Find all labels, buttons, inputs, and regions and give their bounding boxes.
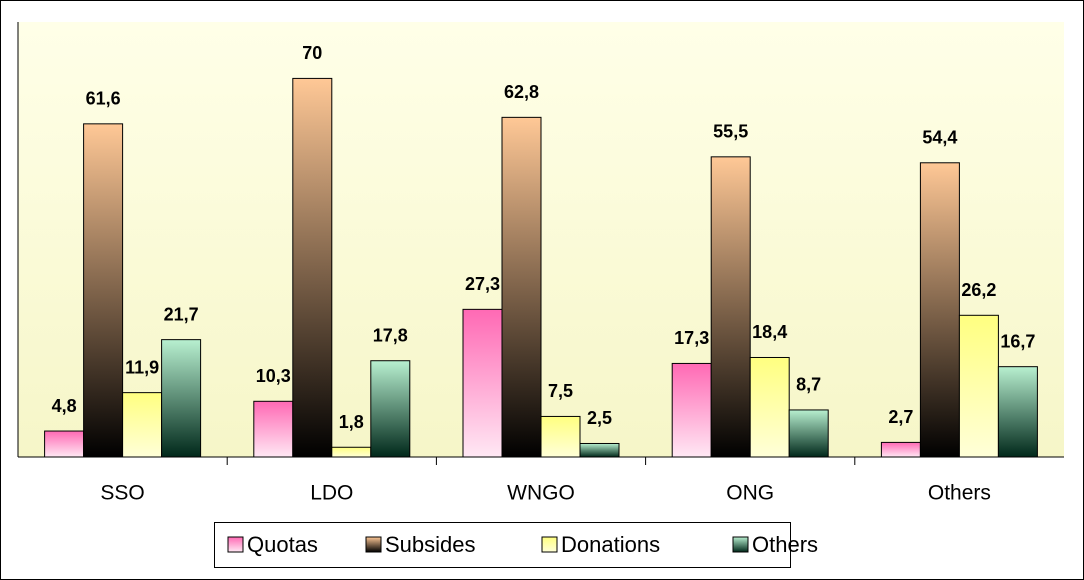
x-tick-label: LDO <box>310 482 353 505</box>
value-label: 55,5 <box>713 122 748 142</box>
value-label: 8,7 <box>796 375 821 395</box>
bar <box>919 162 960 458</box>
legend-swatch <box>541 536 558 553</box>
value-label: 16,7 <box>1000 331 1035 351</box>
bar <box>540 415 581 458</box>
value-label: 11,9 <box>125 357 159 377</box>
value-label: 27,3 <box>465 274 500 294</box>
value-label: 21,7 <box>164 304 199 324</box>
value-label: 10,3 <box>256 366 291 386</box>
bar <box>331 446 372 458</box>
legend-swatch <box>227 536 244 553</box>
legend-swatch <box>365 536 382 553</box>
bar <box>292 77 333 458</box>
bar <box>161 339 202 458</box>
bar <box>370 360 411 458</box>
bar <box>710 156 751 458</box>
x-tick-label: Others <box>928 482 991 505</box>
value-label: 17,8 <box>373 325 408 345</box>
bar <box>749 356 790 458</box>
value-label: 26,2 <box>961 280 996 300</box>
value-label: 2,5 <box>587 408 612 428</box>
legend-label: Donations <box>561 532 660 557</box>
value-label: 2,7 <box>888 407 913 427</box>
value-label: 18,4 <box>752 322 787 342</box>
bar <box>122 392 163 458</box>
bar <box>44 430 85 458</box>
legend-label: Subsides <box>385 532 476 557</box>
legend-swatch <box>732 536 749 553</box>
bar <box>958 314 999 458</box>
legend <box>214 522 791 568</box>
value-label: 54,4 <box>922 128 957 148</box>
bar <box>880 441 921 458</box>
bar <box>579 442 620 458</box>
legend-label: Quotas <box>247 532 318 557</box>
x-tick-label: WNGO <box>507 482 575 505</box>
bar <box>671 362 712 458</box>
bar <box>997 366 1038 458</box>
value-label: 61,6 <box>86 89 121 109</box>
x-tick-label: ONG <box>726 482 774 505</box>
value-label: 1,8 <box>339 412 364 432</box>
value-label: 17,3 <box>674 328 709 348</box>
value-label: 70 <box>302 43 322 63</box>
legend-label: Others <box>752 532 818 557</box>
bar <box>501 116 542 458</box>
bar <box>462 308 503 458</box>
x-tick-label: SSO <box>100 482 144 505</box>
value-label: 4,8 <box>52 396 77 416</box>
value-label: 62,8 <box>504 82 539 102</box>
bar <box>83 123 124 458</box>
value-label: 7,5 <box>548 381 573 401</box>
bar <box>788 409 829 458</box>
bar <box>253 400 294 458</box>
